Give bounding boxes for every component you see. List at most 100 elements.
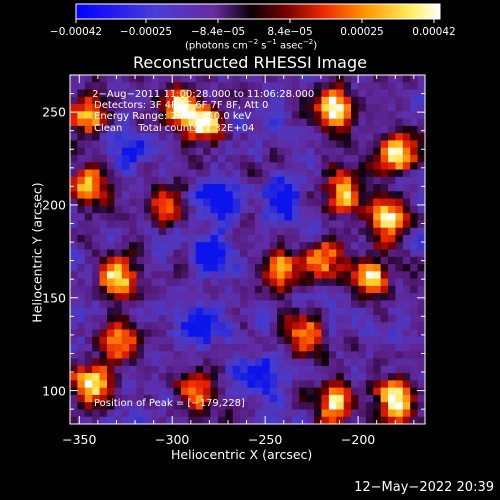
heatmap-cell <box>321 416 330 425</box>
heatmap-cell <box>321 162 330 170</box>
heatmap-cell <box>395 191 404 199</box>
heatmap-cell <box>240 89 248 98</box>
heatmap-cell <box>373 351 382 359</box>
heatmap-cell <box>114 322 123 330</box>
heatmap-cell <box>195 234 204 243</box>
heatmap-cell <box>314 351 322 359</box>
heatmap-cell <box>291 249 300 258</box>
heatmap-cell <box>299 147 308 156</box>
heatmap-cell <box>217 234 226 243</box>
heatmap-cell <box>143 234 152 243</box>
heatmap-cell <box>410 220 419 229</box>
heatmap-cell <box>84 387 93 396</box>
heatmap-cell <box>99 307 108 316</box>
heatmap-cell <box>203 191 211 199</box>
heatmap-cell <box>262 307 271 316</box>
heatmap-cell <box>70 191 78 199</box>
heatmap-cell <box>277 191 285 199</box>
heatmap-cell <box>210 387 219 396</box>
heatmap-cell <box>410 125 419 134</box>
heatmap-cell <box>240 344 248 352</box>
heatmap-cell <box>151 351 160 359</box>
heatmap-cell <box>106 358 115 367</box>
heatmap-cell <box>336 409 345 418</box>
heatmap-cell <box>232 169 241 178</box>
heatmap-cell <box>106 322 115 330</box>
heatmap-cell <box>180 336 189 345</box>
heatmap-cell <box>380 336 389 345</box>
heatmap-cell <box>284 307 293 316</box>
heatmap-cell <box>129 184 137 192</box>
heatmap-cell <box>365 205 374 214</box>
heatmap-cell <box>277 394 285 403</box>
heatmap-cell <box>92 249 100 258</box>
heatmap-cell <box>166 111 174 120</box>
heatmap-cell <box>121 373 130 381</box>
heatmap-cell <box>92 104 100 112</box>
heatmap-cell <box>203 176 211 185</box>
heatmap-cell <box>84 256 93 265</box>
heatmap-cell <box>277 300 285 309</box>
heatmap-cell <box>262 176 271 185</box>
heatmap-cell <box>247 162 256 170</box>
heatmap-cell <box>129 278 137 287</box>
heatmap-cell <box>151 82 160 90</box>
heatmap-cell <box>114 256 123 265</box>
heatmap-cell <box>395 322 404 330</box>
heatmap-cell <box>188 336 197 345</box>
heatmap-cell <box>380 358 389 367</box>
heatmap-cell <box>121 278 130 287</box>
heatmap-cell <box>395 234 404 243</box>
heatmap-cell <box>269 380 278 389</box>
heatmap-cell <box>240 256 248 265</box>
heatmap-cell <box>180 147 189 156</box>
heatmap-cell <box>373 133 382 141</box>
heatmap-cell <box>158 234 167 243</box>
heatmap-cell <box>129 387 137 396</box>
heatmap-cell <box>336 380 345 389</box>
heatmap-cell <box>336 169 345 178</box>
heatmap-cell <box>166 154 174 163</box>
heatmap-cell <box>254 314 263 323</box>
heatmap-cell <box>351 220 359 229</box>
heatmap-cell <box>92 380 100 389</box>
heatmap-cell <box>225 293 234 301</box>
heatmap-cell <box>351 96 359 105</box>
heatmap-cell <box>173 191 182 199</box>
heatmap-cell <box>99 336 108 345</box>
heatmap-cell <box>92 373 100 381</box>
heatmap-cell <box>380 220 389 229</box>
heatmap-cell <box>99 125 108 134</box>
heatmap-cell <box>380 264 389 272</box>
heatmap-cell <box>77 256 86 265</box>
heatmap-cell <box>106 278 115 287</box>
heatmap-cell <box>299 358 308 367</box>
heatmap-cell <box>373 387 382 396</box>
heatmap-cell <box>299 242 308 250</box>
heatmap-cell <box>291 358 300 367</box>
heatmap-cell <box>217 344 226 352</box>
heatmap-cell <box>351 82 359 90</box>
heatmap-cell <box>402 285 411 294</box>
heatmap-cell <box>373 380 382 389</box>
heatmap-cell <box>365 394 374 403</box>
heatmap-cell <box>70 351 78 359</box>
heatmap-cell <box>158 227 167 236</box>
heatmap-cell <box>70 198 78 207</box>
heatmap-cell <box>328 82 337 90</box>
heatmap-cell <box>314 358 322 367</box>
heatmap-cell <box>203 314 211 323</box>
heatmap-cell <box>410 147 419 156</box>
heatmap-cell <box>121 227 130 236</box>
heatmap-cell <box>158 213 167 221</box>
heatmap-cell <box>373 169 382 178</box>
heatmap-cell <box>210 104 219 112</box>
heatmap-cell <box>210 176 219 185</box>
heatmap-cell <box>188 387 197 396</box>
heatmap-cell <box>136 285 145 294</box>
heatmap-cell <box>129 154 137 163</box>
heatmap-cell <box>136 176 145 185</box>
heatmap-cell <box>358 322 367 330</box>
heatmap-cell <box>210 249 219 258</box>
heatmap-cell <box>277 89 285 98</box>
